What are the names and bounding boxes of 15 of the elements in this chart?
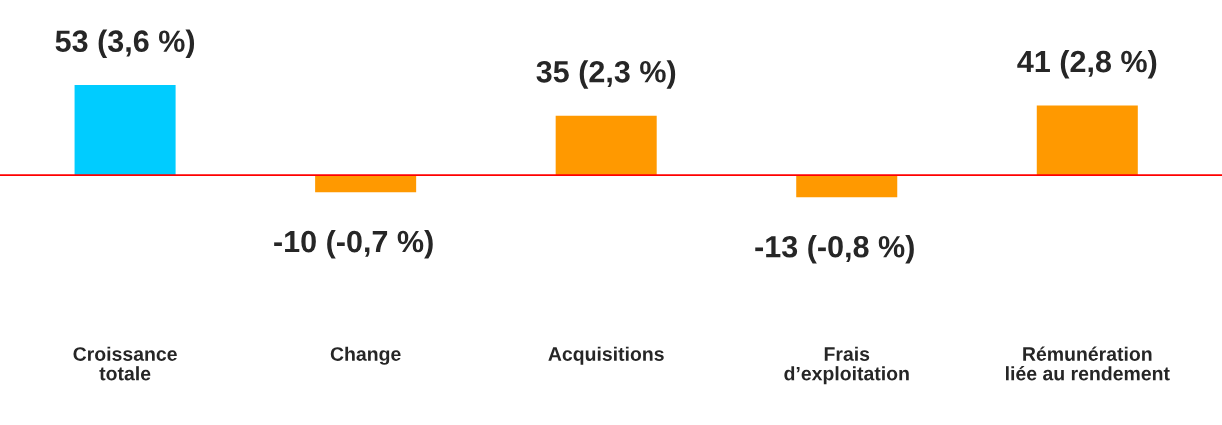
bar	[1036, 105, 1138, 176]
x-tick-label: Change	[330, 346, 401, 365]
bar	[74, 85, 176, 176]
data-label: 35 (2,3 %)	[536, 60, 676, 89]
data-label: -10 (-0,7 %)	[274, 229, 433, 259]
bar	[315, 175, 417, 193]
data-label: -13 (-0,8 %)	[755, 235, 914, 264]
data-label: 41 (2,8 %)	[1017, 49, 1157, 79]
bar	[796, 175, 898, 198]
x-tick-label: Frais d’exploitation	[784, 346, 909, 385]
bar	[555, 115, 657, 176]
data-label: 53 (3,6 %)	[55, 29, 195, 59]
x-tick-label: Rémunération liée au rendement	[1005, 346, 1170, 381]
x-tick-label: Acquisitions	[548, 346, 664, 365]
x-tick-label: Croissance totale	[73, 346, 177, 381]
